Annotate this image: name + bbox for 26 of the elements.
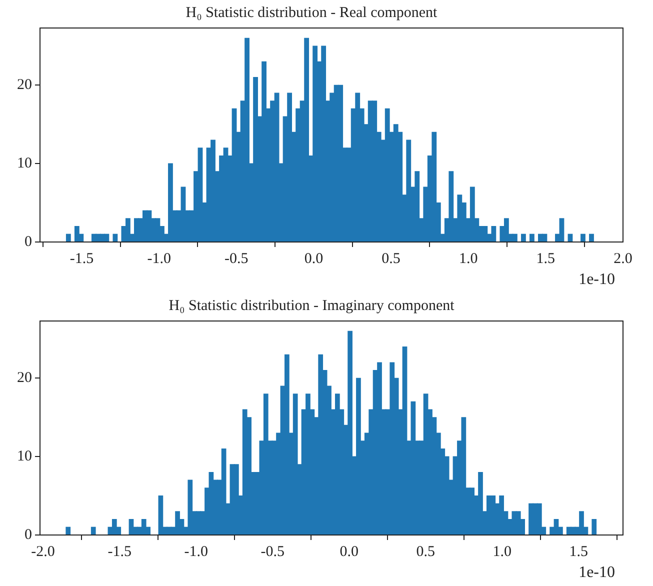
x-tick-label: 2.0: [614, 250, 632, 267]
x-tick-label: -1.5: [70, 250, 94, 267]
y-tick-label: 10: [17, 448, 32, 465]
x-tick-label: 0.5: [382, 250, 400, 267]
x-tick-label: 1.0: [458, 250, 478, 267]
x-tick-label: 1.0: [492, 544, 512, 560]
text: 1e-10: [578, 271, 615, 288]
chart-title: H₀ Statistic distribution - Imaginary component: [168, 298, 456, 314]
x-tick-label: -0.5: [260, 544, 284, 560]
x-tick-label: -1.0: [147, 250, 171, 267]
x-tick-label: 0.0: [304, 250, 324, 267]
x-tick-label: 0.5: [416, 544, 435, 560]
y-tick-label: 0: [24, 234, 32, 250]
y-tick-label: 0: [24, 526, 32, 543]
x-tick-label: 1.5: [536, 250, 556, 267]
text: 1e-10: [578, 564, 615, 582]
y-tick-label: 20: [17, 77, 32, 94]
x-tick-label: 0.0: [340, 544, 358, 560]
y-tick-label: 10: [17, 156, 32, 172]
chart-title: H₀ Statistic distribution - Real component: [186, 4, 438, 21]
x-tick-label: -0.5: [224, 250, 248, 267]
y-tick-label: 20: [17, 370, 32, 386]
x-tick-label: -1.5: [108, 544, 132, 560]
x-tick-label: -2.0: [31, 544, 55, 560]
x-tick-label: 1.5: [569, 544, 588, 560]
x-tick-label: -1.0: [184, 544, 208, 560]
